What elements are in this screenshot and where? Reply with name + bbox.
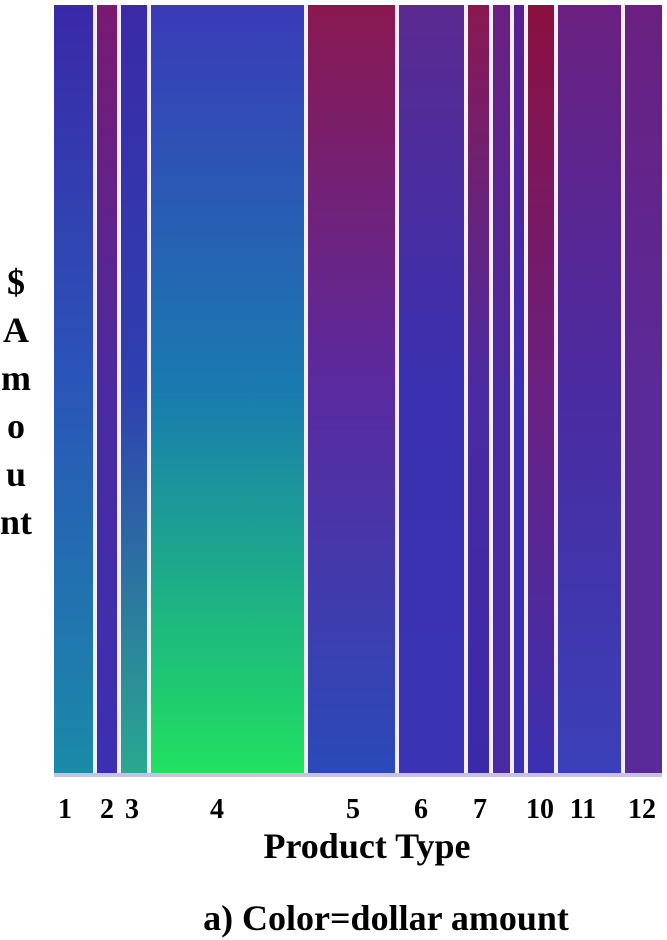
x-tick-label: 11: [570, 794, 596, 825]
x-tick-label: 12: [628, 794, 656, 825]
x-tick-label: 2: [100, 794, 114, 825]
column: [308, 5, 395, 773]
column: [493, 5, 510, 773]
column: [151, 5, 304, 773]
column: [558, 5, 621, 773]
caption: a) Color=dollar amount: [203, 898, 569, 938]
x-tick-label: 1: [58, 794, 72, 825]
y-axis-label: $ Amount: [0, 262, 33, 542]
column: [121, 5, 147, 773]
column: [625, 5, 662, 773]
x-tick-label: 10: [526, 794, 554, 825]
x-tick-label: 4: [210, 794, 224, 825]
x-tick-label: 5: [346, 794, 360, 825]
x-tick-label: 6: [414, 794, 428, 825]
column: [528, 5, 554, 773]
column: [399, 5, 464, 773]
column: [97, 5, 117, 773]
x-tick-label: 3: [125, 794, 139, 825]
column: [54, 5, 93, 773]
x-tick-label: 7: [473, 794, 487, 825]
column: [468, 5, 489, 773]
x-axis-label: Product Type: [263, 826, 470, 866]
column: [514, 5, 524, 773]
baseline: [54, 773, 662, 777]
